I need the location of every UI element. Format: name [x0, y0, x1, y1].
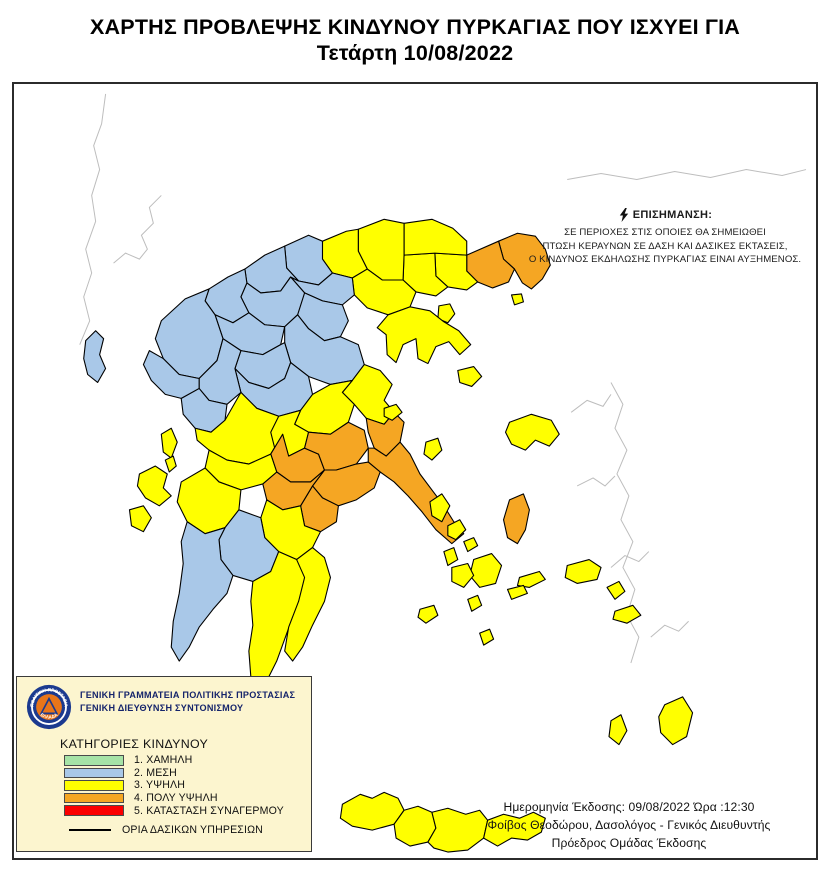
map-area-thessaloniki[interactable] [351, 268, 417, 316]
page-title: ΧΑΡΤΗΣ ΠΡΟΒΛΕΨΗΣ ΚΙΝΔΥΝΟΥ ΠΥΡΚΑΓΙΑΣ ΠΟΥ … [0, 14, 830, 66]
map-area-chalkidiki[interactable] [376, 306, 472, 365]
map-area-skiathos-skopelos[interactable] [383, 403, 403, 421]
map-area-tinos[interactable] [447, 519, 467, 541]
map-area-paros[interactable] [451, 562, 475, 588]
map-area-amorgos[interactable] [506, 584, 528, 600]
issue-datetime: Ημερομηνία Έκδοσης: 09/08/2022 Ώρα :12:3… [503, 800, 755, 814]
notice-heading: ΕΠΙΣΗΜΑΝΣΗ: [512, 208, 818, 222]
notice-line-2: ΠΤΩΣΗ ΚΕΡΑΥΝΩΝ ΣΕ ΔΑΣΗ ΚΑΙ ΔΑΣΙΚΕΣ ΕΚΤΑΣ… [542, 240, 788, 252]
author-role: Πρόεδρος Ομάδας Έκδοσης [551, 836, 707, 851]
legend-swatch-2 [64, 767, 124, 779]
legend-item-5: 5. ΚΑΤΑΣΤΑΣΗ ΣΥΝΑΓΕΡΜΟΥ [64, 804, 302, 817]
map-area-karpathos[interactable] [608, 714, 628, 746]
map-area-mykonos[interactable] [463, 537, 479, 553]
map-area-santorini[interactable] [479, 628, 495, 646]
neighbour-country-outlines [79, 93, 807, 664]
notice-heading-text: ΕΠΙΣΗΜΑΝΣΗ: [632, 209, 713, 221]
map-area-kalymnos[interactable] [606, 580, 626, 600]
legend-swatch-3 [64, 780, 124, 791]
map-area-milos[interactable] [417, 604, 439, 624]
map-area-rodos[interactable] [658, 696, 694, 746]
notice-line-3: Ο ΚΙΝΔΥΝΟΣ ΕΚΔΗΛΩΣΗΣ ΠΥΡΚΑΓΙΑΣ ΕΙΝΑΙ ΑΥΞ… [528, 254, 802, 266]
org-line-1: ΓΕΝΙΚΗ ΓΡΑΜΜΑΤΕΙΑ ΠΟΛΙΤΙΚΗΣ ΠΡΟΣΤΑΣΙΑΣ [80, 690, 296, 700]
map-area-lefkada[interactable] [160, 427, 178, 459]
title-line-2: Τετάρτη 10/08/2022 [316, 41, 514, 66]
map-area-messinia[interactable] [170, 521, 234, 662]
risk-area-group [83, 218, 694, 853]
legend-label-4: 4. ΠΟΛΥ ΥΨΗΛΗ [134, 792, 218, 805]
map-area-ikaria[interactable] [516, 570, 546, 588]
legend-label-3: 3. ΥΨΗΛΗ [134, 779, 186, 792]
map-area-ithaki[interactable] [164, 455, 177, 473]
legend-header: ΠΟΛΙΤΙΚΗ ΠΡΟΣΤΑΣΙΑ ΕΛΛΑΔΑ ΓΕΝΙΚΗ ΓΡΑΜΜΑΤ… [26, 684, 302, 730]
map-area-skyros[interactable] [423, 437, 443, 461]
legend-boundary-row: ΟΡΙΑ ΔΑΣΙΚΩΝ ΥΠΗΡΕΣΙΩΝ [64, 824, 302, 836]
legend-box: ΠΟΛΙΤΙΚΗ ΠΡΟΣΤΑΣΙΑ ΕΛΛΑΔΑ ΓΕΝΙΚΗ ΓΡΑΜΜΑΤ… [16, 676, 312, 852]
emblem-bottom-text: ΕΛΛΑΔΑ [40, 712, 60, 720]
notice-body: ΣΕ ΠΕΡΙΟΧΕΣ ΣΤΙΣ ΟΠΟΙΕΣ ΘΑ ΣΗΜΕΙΩΘΕΙ ΠΤΩ… [512, 226, 818, 267]
legend-title: ΚΑΤΗΓΟΡΙΕΣ ΚΙΝΔΥΝΟΥ [60, 737, 209, 751]
lightning-bolt-icon [619, 208, 628, 222]
map-area-crete-lasithi[interactable] [483, 811, 546, 847]
legend-boundary-label: ΟΡΙΑ ΔΑΣΙΚΩΝ ΥΠΗΡΕΣΙΩΝ [122, 823, 263, 836]
map-area-samothraki[interactable] [510, 293, 524, 306]
legend-swatch-1 [64, 755, 124, 766]
map-area-kefalonia[interactable] [136, 465, 172, 507]
legend-item-list: 1. ΧΑΜΗΛΗ 2. ΜΕΣΗ 3. ΥΨΗΛΗ 4. ΠΟΛΥ ΥΨΗΛΗ 5. … [64, 754, 302, 817]
legend-item-2: 2. ΜΕΣΗ [64, 767, 302, 780]
map-area-kerkyra[interactable] [83, 330, 107, 384]
legend-label-5: 5. ΚΑΤΑΣΤΑΣΗ ΣΥΝΑΓΕΡΜΟΥ [134, 804, 284, 817]
footer-block: Ημερομηνία Έκδοσης: 09/08/2022 Ώρα :12:3… [440, 798, 818, 852]
map-area-crete-heraklion[interactable] [427, 807, 489, 853]
org-line-2: ΓΕΝΙΚΗ ΔΙΕΥΘΥΝΣΗ ΣΥΝΤΟΝΙΣΜΟΥ [80, 703, 244, 714]
map-area-zakynthos[interactable] [128, 505, 152, 533]
civil-protection-emblem: ΠΟΛΙΤΙΚΗ ΠΡΟΣΤΑΣΙΑ ΕΛΛΑΔΑ [26, 684, 72, 730]
map-area-thesprotia[interactable] [142, 350, 200, 399]
legend-item-1: 1. ΧΑΜΗΛΗ [64, 754, 302, 767]
map-area-samos[interactable] [564, 558, 602, 584]
map-area-korinthia[interactable] [262, 469, 326, 511]
map-area-lakonia[interactable] [248, 551, 310, 694]
map-area-chios[interactable] [502, 493, 530, 545]
greece-fire-risk-map [79, 93, 807, 853]
legend-swatch-5 [64, 805, 124, 816]
map-area-lakonia-east[interactable] [284, 547, 331, 662]
notice-block: ΕΠΙΣΗΜΑΝΣΗ: ΣΕ ΠΕΡΙΟΧΕΣ ΣΤΙΣ ΟΠΟΙΕΣ ΘΑ Σ… [512, 208, 818, 267]
map-area-ios[interactable] [467, 594, 483, 612]
author-name: Φοίβος Θεοδώρου, Δασολόγος - Γενικός Διε… [487, 818, 771, 833]
legend-organisation: ΓΕΝΙΚΗ ΓΡΑΜΜΑΤΕΙΑ ΠΟΛΙΤΙΚΗΣ ΠΡΟΣΤΑΣΙΑΣ Γ… [80, 689, 295, 715]
map-area-drama[interactable] [403, 218, 468, 256]
legend-swatch-4 [64, 792, 124, 804]
map-area-kos[interactable] [612, 604, 642, 624]
svg-text:ΕΛΛΑΔΑ: ΕΛΛΑΔΑ [40, 712, 60, 720]
map-area-lesvos[interactable] [504, 413, 560, 451]
map-area-limnos[interactable] [457, 365, 483, 387]
map-area-naxos[interactable] [469, 553, 503, 588]
map-area-andros[interactable] [429, 493, 451, 523]
legend-label-2: 2. ΜΕΣΗ [134, 766, 177, 779]
legend-item-3: 3. ΥΨΗΛΗ [64, 779, 302, 792]
notice-line-1: ΣΕ ΠΕΡΙΟΧΕΣ ΣΤΙΣ ΟΠΟΙΕΣ ΘΑ ΣΗΜΕΙΩΘΕΙ [564, 227, 766, 238]
title-line-1: ΧΑΡΤΗΣ ΠΡΟΒΛΕΨΗΣ ΚΙΝΔΥΝΟΥ ΠΥΡΚΑΓΙΑΣ ΠΟΥ … [90, 15, 740, 39]
legend-label-1: 1. ΧΑΜΗΛΗ [134, 754, 193, 767]
forest-boundary-line-icon [69, 828, 111, 831]
map-area-syros[interactable] [443, 547, 459, 567]
legend-item-4: 4. ΠΟΛΥ ΥΨΗΛΗ [64, 792, 302, 805]
